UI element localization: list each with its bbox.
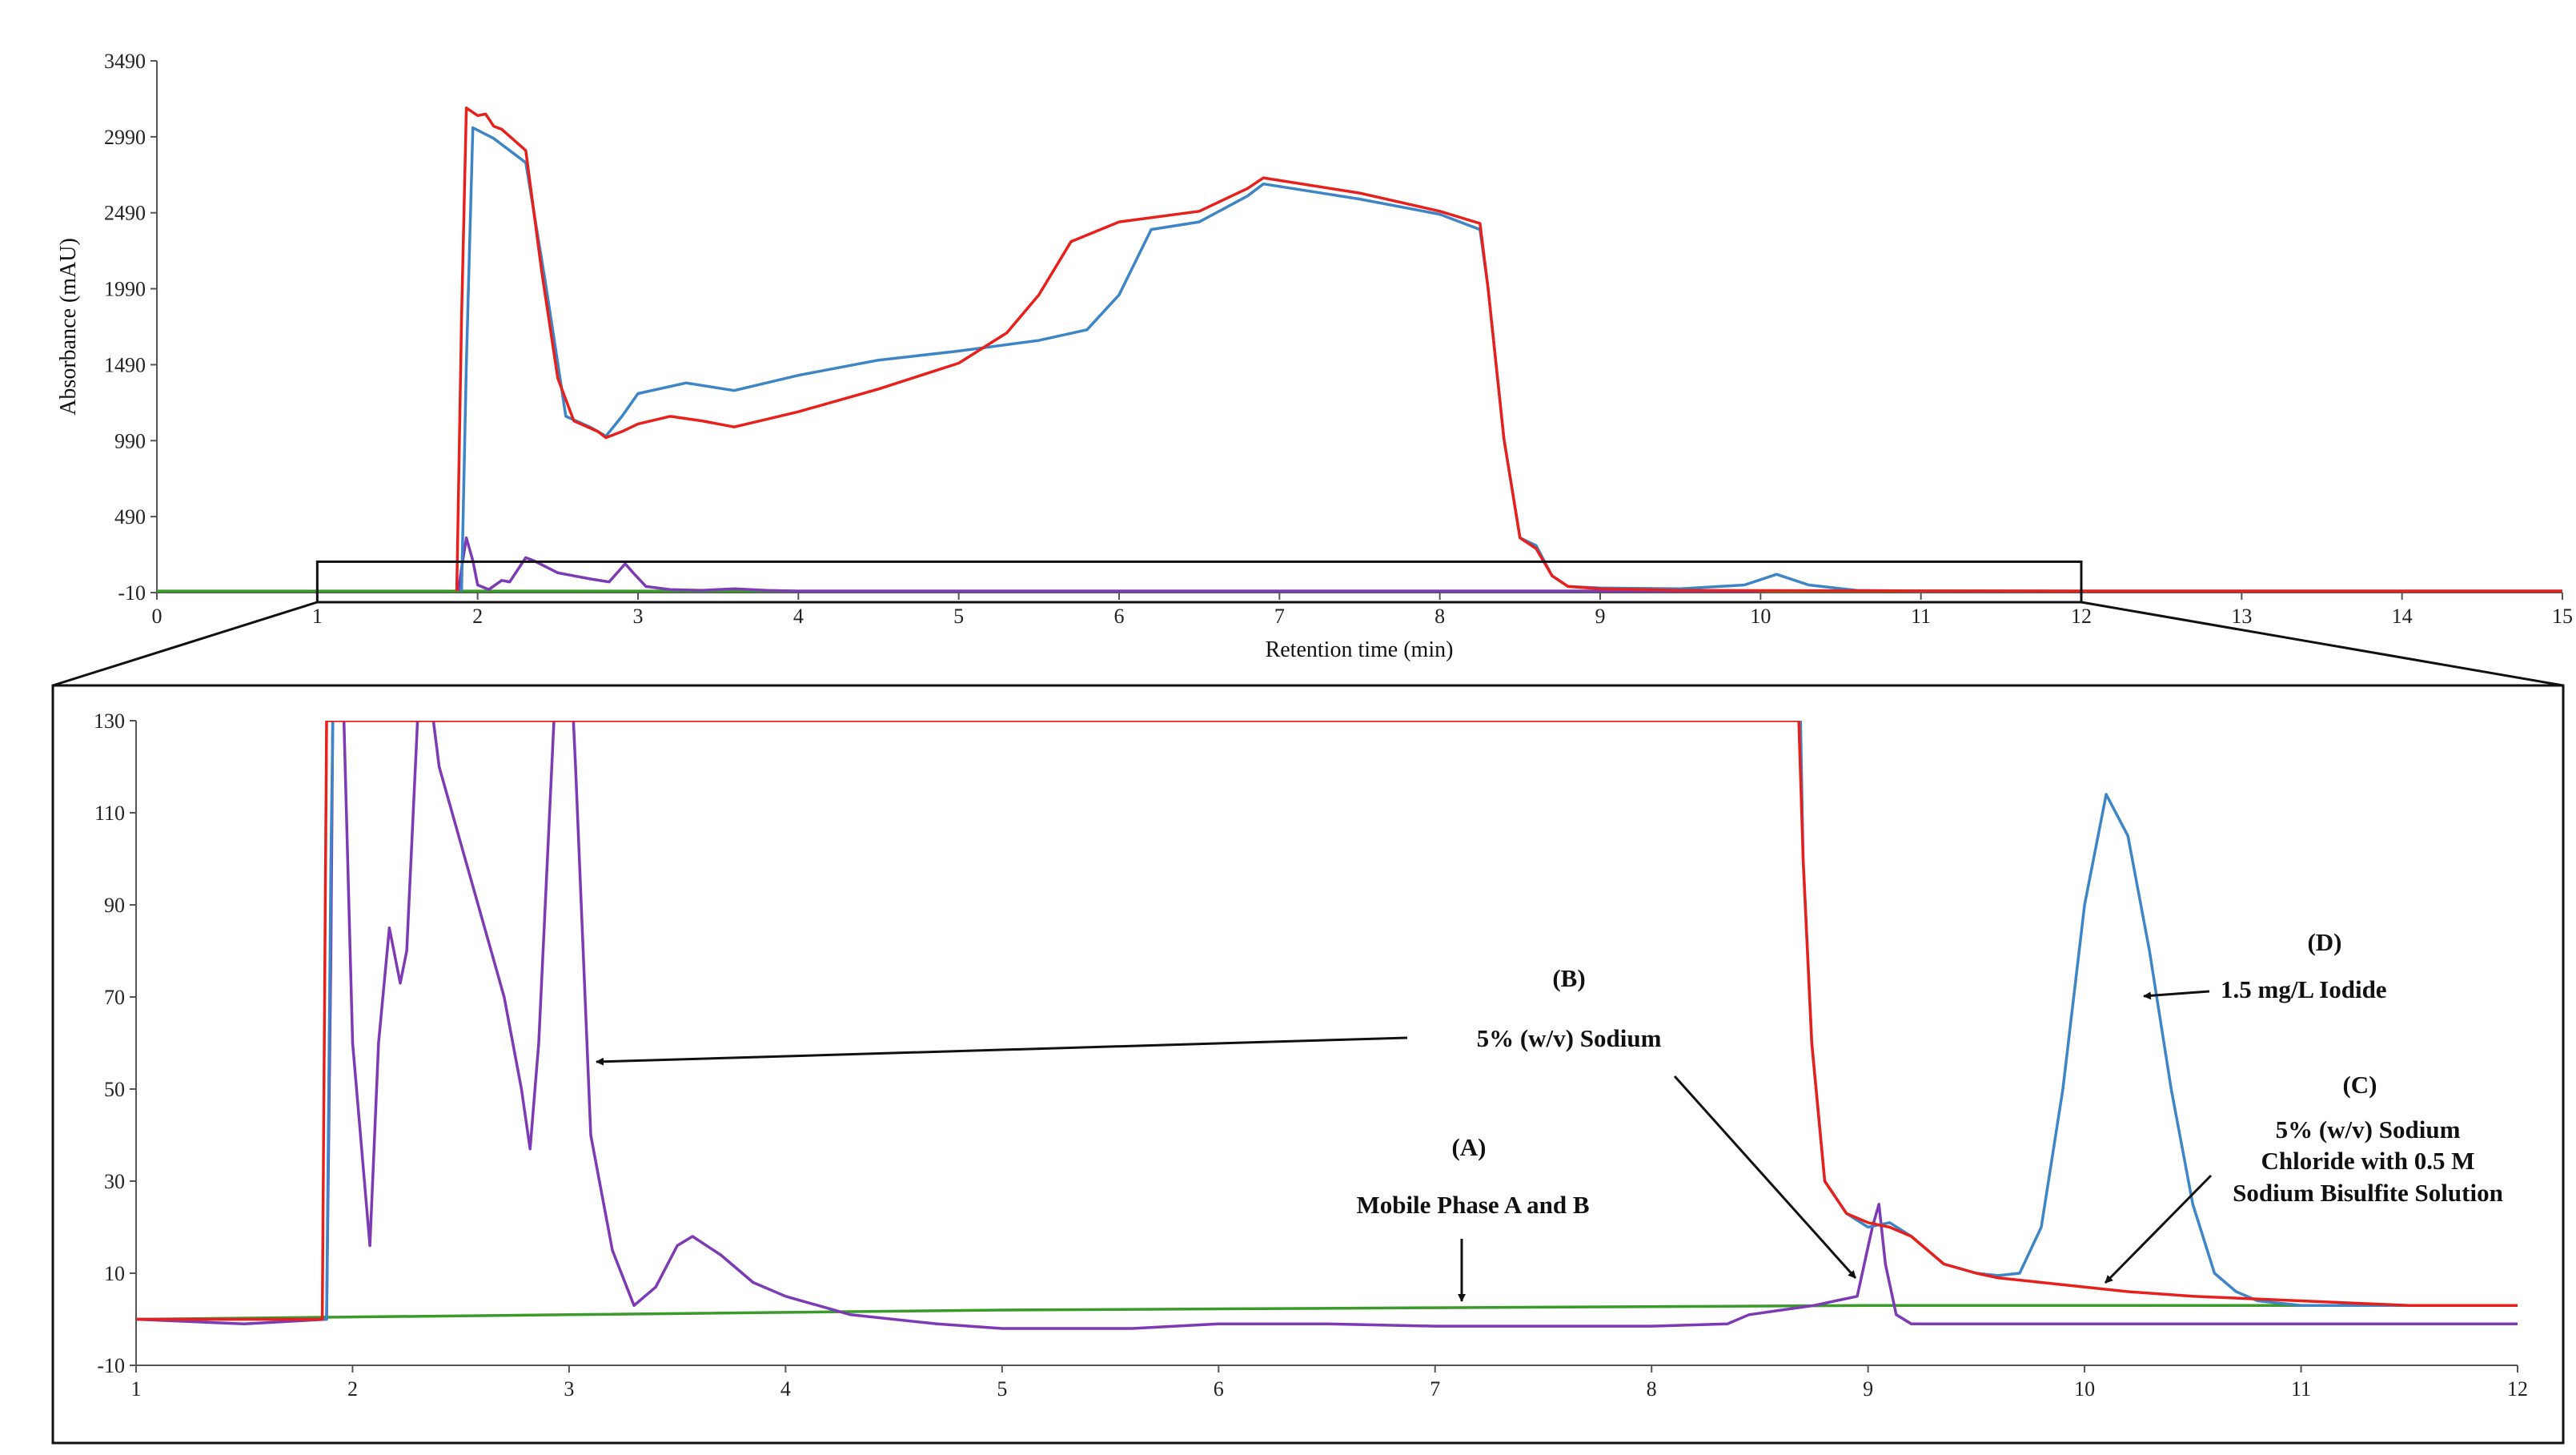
bottom-series-red-line	[136, 721, 2518, 1321]
top-x-tick-label: 2	[472, 605, 483, 628]
top-y-axis-title: Absorbance (mAU)	[56, 238, 81, 416]
annotation-b-arrow-left	[596, 1036, 1408, 1066]
bottom-x-tick-label: 8	[1647, 1377, 1657, 1401]
bottom-series-blue-line	[136, 721, 2518, 1321]
bottom-x-tick-label: 4	[780, 1377, 791, 1401]
zoom-connector-left	[52, 601, 318, 687]
annotation-c-line-2: Chloride with 0.5 M	[2261, 1147, 2475, 1175]
annotation-b-text: 5% (w/v) Sodium	[1477, 1024, 1662, 1052]
zoom-region-box	[315, 560, 2083, 604]
annotation-b-label: (B)	[1552, 964, 1585, 992]
bottom-x-tick-label: 11	[2291, 1377, 2311, 1401]
bottom-x-tick-label: 3	[564, 1377, 574, 1401]
top-x-tick-label: 9	[1595, 605, 1606, 628]
bottom-x-tick-label: 1	[131, 1377, 142, 1401]
bottom-y-tick-label: 130	[94, 709, 125, 733]
bottom-y-tick-label: 30	[104, 1170, 125, 1193]
top-series-purple-line	[456, 536, 1761, 593]
annotation-b-arrow-down	[1673, 1075, 1857, 1280]
top-x-tick-label: 12	[2071, 605, 2092, 628]
annotation-c: (C) 5% (w/v) Sodium Chloride with 0.5 M …	[2104, 1071, 2503, 1284]
bottom-x-tick-label: 10	[2074, 1377, 2095, 1401]
top-series-blue-line	[459, 126, 2562, 593]
bottom-x-tick-label: 12	[2507, 1377, 2528, 1401]
top-x-tick-label: 3	[633, 605, 644, 628]
bottom-chart-frame	[51, 684, 2565, 1445]
annotation-d-text: 1.5 mg/L Iodide	[2221, 975, 2387, 1003]
bottom-y-tick-label: 10	[104, 1262, 125, 1285]
bottom-y-tick-label: 70	[104, 986, 125, 1009]
bottom-series-purple-line	[136, 721, 2518, 1330]
annotation-c-line-3: Sodium Bisulfite Solution	[2233, 1179, 2503, 1207]
top-x-tick-label: 1	[312, 605, 323, 628]
top-x-tick-label: 7	[1274, 605, 1285, 628]
bottom-x-tick-label: 5	[997, 1377, 1007, 1401]
top-x-tick-label: 4	[793, 605, 804, 628]
top-chart-series	[157, 107, 2562, 593]
top-x-tick-label: 10	[1750, 605, 1771, 628]
annotation-d-arrow	[2143, 990, 2210, 1000]
bottom-y-tick-label: -10	[97, 1354, 125, 1377]
top-y-tick-label: 1990	[104, 278, 146, 301]
top-x-tick-label: 13	[2231, 605, 2252, 628]
top-x-tick-label: 6	[1114, 605, 1125, 628]
top-x-axis-title: Retention time (min)	[1266, 637, 1454, 662]
annotation-a-label: (A)	[1451, 1133, 1486, 1161]
top-y-tick-label: 3490	[104, 50, 146, 73]
annotation-d-label: (D)	[2307, 928, 2341, 956]
top-y-tick-label: 2490	[104, 202, 146, 225]
top-x-tick-label: 8	[1434, 605, 1445, 628]
bottom-chart-series	[136, 721, 2518, 1330]
top-y-tick-label: 990	[114, 429, 146, 452]
annotation-c-arrow	[2104, 1174, 2213, 1284]
bottom-x-tick-label: 6	[1214, 1377, 1224, 1401]
annotation-a: (A) Mobile Phase A and B	[1356, 1133, 1590, 1302]
zoom-connector-right	[2080, 601, 2564, 687]
bottom-y-tick-label: 50	[104, 1078, 125, 1101]
bottom-x-tick-label: 2	[347, 1377, 358, 1401]
top-y-tick-label: 1490	[104, 353, 146, 376]
bottom-y-tick-label: 110	[94, 802, 125, 825]
annotation-d: (D) 1.5 mg/L Iodide	[2143, 928, 2387, 1003]
top-y-tick-label: 2990	[104, 126, 146, 149]
bottom-series-green-line	[136, 1304, 2518, 1321]
top-x-tick-label: 0	[152, 605, 163, 628]
top-y-tick-label: -10	[118, 581, 146, 605]
bottom-x-tick-label: 7	[1430, 1377, 1440, 1401]
top-x-tick-label: 11	[1911, 605, 1931, 628]
top-y-tick-label: 490	[114, 505, 146, 529]
annotation-a-text: Mobile Phase A and B	[1356, 1191, 1589, 1219]
annotation-c-line-1: 5% (w/v) Sodium	[2276, 1115, 2461, 1144]
annotation-b: (B) 5% (w/v) Sodium	[596, 964, 1857, 1280]
bottom-x-tick-label: 9	[1863, 1377, 1873, 1401]
top-x-tick-label: 14	[2392, 605, 2413, 628]
top-x-tick-label: 5	[953, 605, 964, 628]
annotation-c-label: (C)	[2342, 1071, 2377, 1099]
top-series-red-line	[455, 107, 2562, 593]
top-x-tick-label: 15	[2552, 605, 2573, 628]
bottom-y-tick-label: 90	[104, 894, 125, 917]
